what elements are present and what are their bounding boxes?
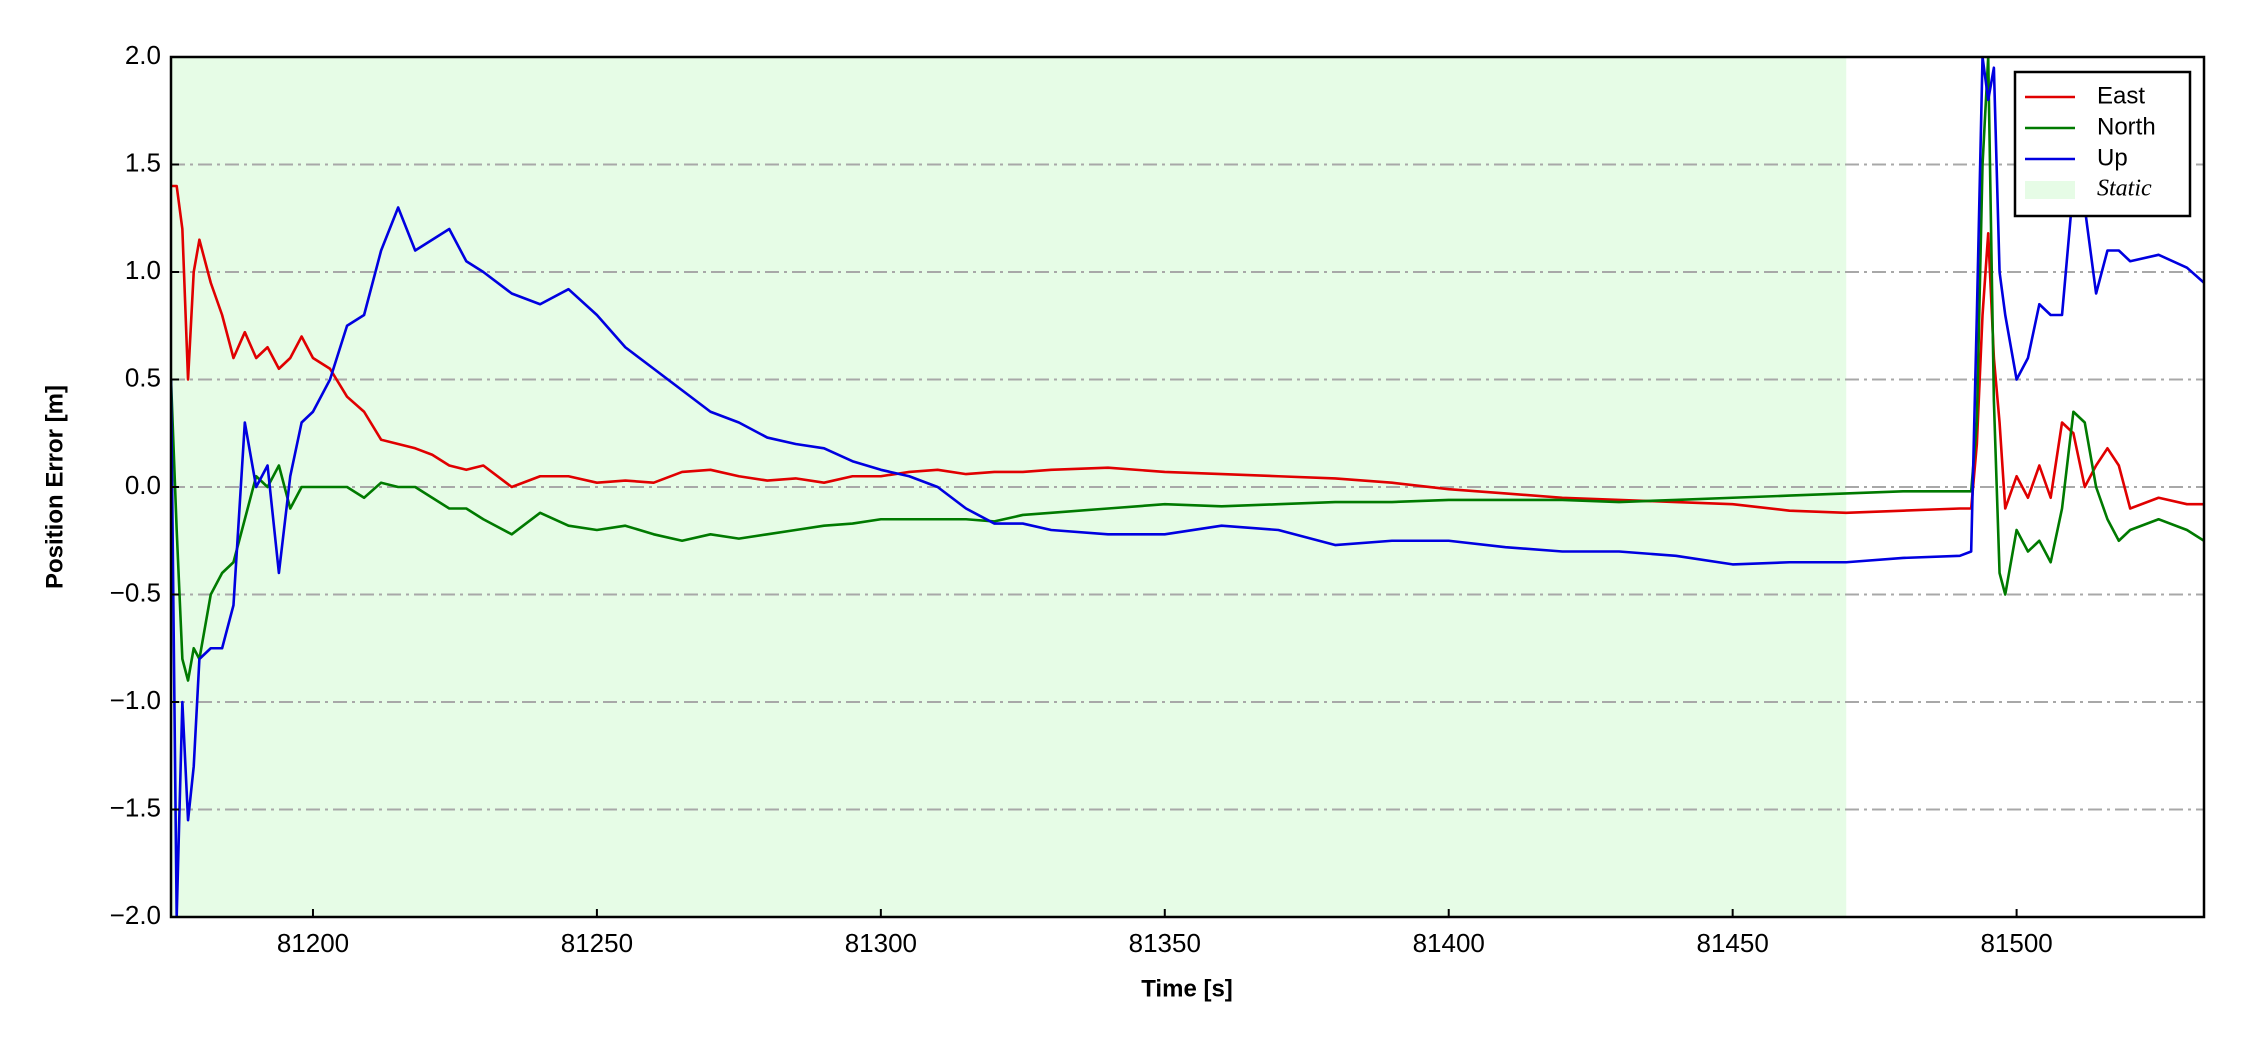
y-tick-label: −2.0	[110, 900, 161, 930]
legend-label: Up	[2097, 144, 2128, 171]
x-tick-label: 81350	[1129, 928, 1201, 958]
legend-label: North	[2097, 113, 2156, 140]
legend: East North Up Static	[2013, 70, 2192, 218]
legend-swatch	[2025, 181, 2075, 199]
x-tick-label: 81500	[1980, 928, 2052, 958]
series-lines	[171, 57, 2204, 917]
x-tick-label: 81450	[1697, 928, 1769, 958]
x-axis-label: Time [s]	[1141, 975, 1233, 1002]
series-line	[171, 184, 2204, 515]
axes: −2.0 −1.5 −1.0 −0.5 0.0 0.5 1.0 1.5 2.0 81200 8125…	[110, 40, 2206, 958]
legend-label: East	[2097, 82, 2145, 109]
y-tick-label: 1.0	[125, 255, 161, 285]
legend-label: Static	[2097, 176, 2152, 202]
y-tick-label: 1.5	[125, 147, 161, 177]
x-tick-label: 81400	[1413, 928, 1485, 958]
x-tick-label: 81200	[277, 928, 349, 958]
series-line	[171, 57, 2204, 917]
y-tick-label: 2.0	[125, 40, 161, 70]
y-tick-label: 0.0	[125, 470, 161, 500]
x-tick-label: 81300	[845, 928, 917, 958]
x-tick-label: 81250	[561, 928, 633, 958]
y-tick-label: −0.5	[110, 577, 161, 607]
series-line	[171, 57, 2204, 682]
y-tick-label: −1.5	[110, 792, 161, 822]
y-tick-label: 0.5	[125, 362, 161, 392]
y-tick-label: −1.0	[110, 685, 161, 715]
plot-frame	[169, 55, 2206, 919]
y-axis-label: Position Error [m]	[41, 385, 68, 589]
